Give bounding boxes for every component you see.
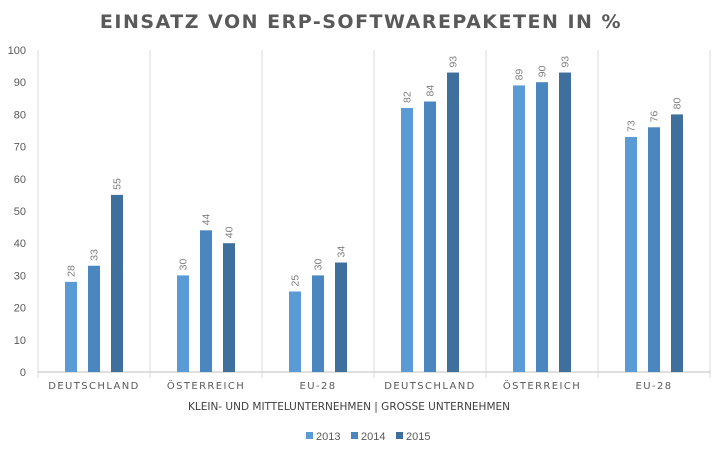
bar [335, 262, 347, 372]
data-label: 82 [402, 91, 414, 103]
data-label: 30 [178, 259, 190, 271]
data-label: 25 [290, 275, 302, 287]
x-tick-label: ÖSTERREICH [503, 379, 581, 392]
data-label: 93 [560, 56, 572, 68]
legend-swatch [396, 432, 403, 439]
chart-grid [37, 50, 711, 378]
data-label: 40 [224, 226, 236, 238]
x-tick-label: DEUTSCHLAND [48, 381, 140, 392]
legend-swatch [351, 432, 358, 439]
bar [424, 101, 436, 373]
data-label: 55 [112, 178, 124, 190]
y-tick-label: 30 [14, 270, 26, 282]
bar [671, 114, 683, 373]
data-label: 30 [313, 259, 325, 271]
y-tick-label: 70 [14, 142, 26, 154]
bar [648, 127, 660, 372]
legend: 2013 2014 2015 [306, 431, 430, 443]
x-tick-label: EU-28 [300, 381, 337, 392]
bar [88, 265, 100, 372]
y-tick-label: 80 [14, 109, 26, 121]
chart-title: EINSATZ VON ERP-SOFTWAREPAKETEN IN % [100, 11, 622, 33]
x-axis: DEUTSCHLAND ÖSTERREICH EU-28 DEUTSCHLAND ÖST… [48, 379, 673, 392]
x-tick-label: EU-28 [636, 381, 673, 392]
y-axis: 0 10 20 30 40 50 60 70 80 90 100 [8, 45, 26, 379]
bar [401, 107, 413, 373]
y-tick-label: 90 [14, 77, 26, 89]
bar [65, 281, 77, 372]
bar [111, 194, 123, 372]
data-label: 76 [649, 110, 661, 122]
data-label: 34 [336, 246, 348, 258]
y-tick-label: 0 [20, 367, 26, 379]
bar [625, 136, 637, 372]
y-tick-label: 100 [8, 45, 26, 57]
bar [200, 230, 212, 372]
bar [177, 275, 189, 372]
x-tick-label: ÖSTERREICH [167, 379, 245, 392]
data-label: 93 [448, 56, 460, 68]
data-label: 33 [89, 249, 101, 261]
y-tick-label: 40 [14, 238, 26, 250]
data-label: 28 [66, 265, 78, 277]
bar [289, 291, 301, 372]
data-label: 44 [201, 213, 213, 225]
y-tick-label: 20 [14, 303, 26, 315]
legend-label: 2014 [361, 431, 385, 443]
y-tick-label: 10 [14, 335, 26, 347]
data-label: 89 [514, 69, 526, 81]
data-label: 90 [537, 65, 549, 77]
bar [312, 275, 324, 372]
data-label: 84 [425, 85, 437, 97]
bars: 28 33 55 30 44 40 25 30 34 82 84 93 89 90 93 73 76 80 [65, 56, 684, 373]
bar [559, 72, 571, 372]
bar [447, 72, 459, 372]
x-tick-label: DEUTSCHLAND [384, 381, 476, 392]
y-tick-label: 50 [14, 206, 26, 218]
y-tick-label: 60 [14, 174, 26, 186]
legend-swatch [306, 432, 313, 439]
bar [223, 243, 235, 372]
legend-label: 2015 [406, 431, 430, 443]
x-axis-label: KLEIN- UND MITTELUNTERNEHMEN | GROSSE UN… [188, 401, 510, 413]
legend-label: 2013 [316, 431, 340, 443]
bar [536, 82, 548, 372]
data-label: 80 [672, 98, 684, 110]
data-label: 73 [626, 120, 638, 132]
bar [513, 85, 525, 373]
